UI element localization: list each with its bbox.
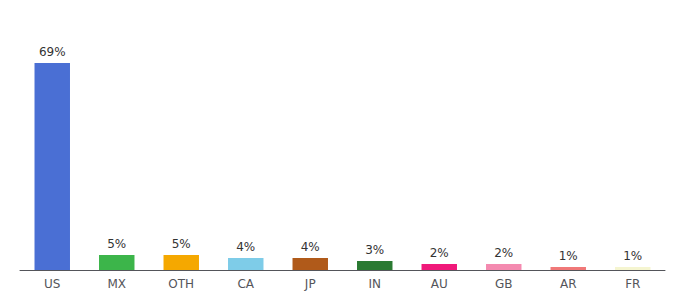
- svg-text:69%: 69%: [39, 45, 66, 59]
- svg-text:AU: AU: [431, 277, 448, 291]
- svg-text:CA: CA: [237, 277, 254, 291]
- svg-text:1%: 1%: [623, 249, 642, 263]
- svg-text:FR: FR: [625, 277, 640, 291]
- svg-text:MX: MX: [107, 277, 126, 291]
- svg-text:2%: 2%: [494, 246, 513, 260]
- svg-text:AR: AR: [560, 277, 577, 291]
- svg-text:4%: 4%: [301, 240, 320, 254]
- svg-text:GB: GB: [495, 277, 513, 291]
- svg-text:OTH: OTH: [168, 277, 194, 291]
- svg-text:5%: 5%: [172, 237, 191, 251]
- svg-text:4%: 4%: [236, 240, 255, 254]
- svg-text:1%: 1%: [559, 249, 578, 263]
- svg-text:3%: 3%: [365, 243, 384, 257]
- svg-text:5%: 5%: [107, 237, 126, 251]
- svg-text:US: US: [44, 277, 60, 291]
- svg-text:JP: JP: [304, 277, 316, 291]
- svg-text:IN: IN: [368, 277, 381, 291]
- svg-text:2%: 2%: [430, 246, 449, 260]
